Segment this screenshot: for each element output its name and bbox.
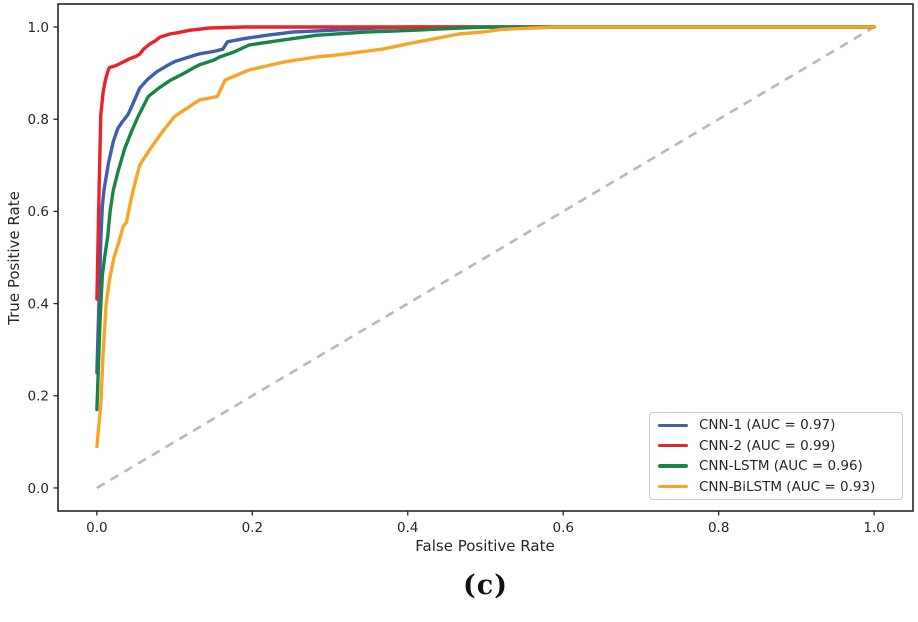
y-tick-label: 0.2 bbox=[28, 389, 49, 405]
roc-curve-cnn-lstm bbox=[95, 25, 876, 412]
x-tick-label: 0.6 bbox=[552, 520, 573, 536]
y-tick-label: 1.0 bbox=[28, 20, 49, 36]
y-tick-label: 0.6 bbox=[28, 204, 49, 220]
legend-entry-label: CNN-2 (AUC = 0.99) bbox=[699, 437, 836, 454]
x-tick-label: 0.0 bbox=[86, 520, 107, 536]
y-tick-label: 0.8 bbox=[28, 112, 49, 128]
x-tick-label: 1.0 bbox=[863, 520, 884, 536]
x-tick-label: 0.8 bbox=[708, 520, 729, 536]
legend-swatch-cnn-2 bbox=[658, 444, 688, 448]
legend-entry-cnn-2: CNN-2 (AUC = 0.99) bbox=[658, 436, 894, 456]
legend-entry-cnn-lstm: CNN-LSTM (AUC = 0.96) bbox=[658, 456, 894, 476]
roc-curve-cnn-bilstm bbox=[95, 25, 876, 449]
legend-entry-label: CNN-1 (AUC = 0.97) bbox=[699, 417, 836, 434]
x-tick-label: 0.2 bbox=[242, 520, 263, 536]
legend-entry-label: CNN-LSTM (AUC = 0.96) bbox=[699, 458, 863, 475]
legend: CNN-1 (AUC = 0.97) CNN-2 (AUC = 0.99) CNN-… bbox=[649, 412, 903, 500]
x-tick-label: 0.4 bbox=[397, 520, 418, 536]
legend-entry-label: CNN-BiLSTM (AUC = 0.93) bbox=[699, 478, 876, 495]
diagonal-reference-line bbox=[96, 25, 875, 490]
legend-swatch-cnn-bilstm bbox=[658, 484, 688, 489]
plot-border bbox=[57, 3, 914, 512]
y-tick-label: 0.0 bbox=[28, 481, 49, 497]
y-tick-label: 0.4 bbox=[28, 296, 49, 312]
legend-entry-cnn-bilstm: CNN-BiLSTM (AUC = 0.93) bbox=[658, 477, 894, 497]
legend-swatch-cnn-1 bbox=[658, 423, 688, 428]
legend-swatch-cnn-lstm bbox=[658, 464, 688, 468]
legend-entry-cnn-1: CNN-1 (AUC = 0.97) bbox=[658, 415, 894, 435]
x-axis-label: False Positive Rate bbox=[415, 537, 554, 555]
y-axis-label: True Positive Rate bbox=[5, 191, 23, 326]
roc-curve-cnn-2 bbox=[95, 25, 876, 301]
figure-caption: (c) bbox=[463, 570, 508, 601]
roc-curve-cnn-1 bbox=[95, 25, 876, 375]
